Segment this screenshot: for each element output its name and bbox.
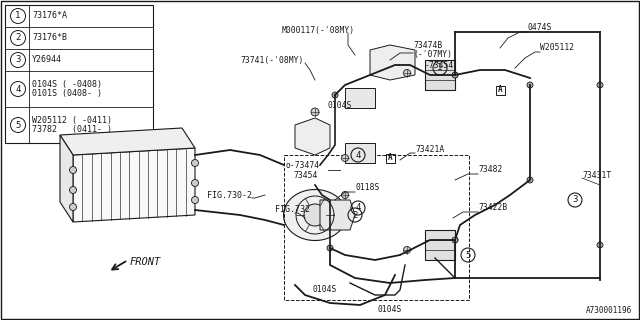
Text: 73422B: 73422B [478, 204, 508, 212]
Polygon shape [60, 135, 73, 222]
Circle shape [342, 191, 349, 198]
Text: (-'07MY): (-'07MY) [413, 51, 452, 60]
Polygon shape [370, 45, 415, 80]
Polygon shape [304, 204, 326, 226]
Text: 0104S: 0104S [378, 306, 402, 315]
Text: FIG.730-2: FIG.730-2 [207, 190, 252, 199]
Text: A730001196: A730001196 [586, 306, 632, 315]
Bar [495, 85, 504, 94]
Text: 0104S: 0104S [313, 285, 337, 294]
Circle shape [403, 69, 410, 76]
Text: 3: 3 [572, 196, 578, 204]
Polygon shape [320, 200, 355, 230]
Text: 0104S: 0104S [328, 100, 353, 109]
Text: 4: 4 [355, 204, 361, 212]
Bar [284, 155, 469, 300]
Text: W205112 ( -0411): W205112 ( -0411) [32, 116, 112, 125]
Circle shape [452, 237, 458, 243]
Text: 73782   (0411- ): 73782 (0411- ) [32, 125, 112, 134]
Circle shape [332, 92, 338, 98]
Circle shape [527, 82, 533, 88]
Circle shape [70, 187, 77, 194]
Bar [425, 60, 455, 90]
Text: 4: 4 [15, 84, 20, 93]
Circle shape [327, 245, 333, 251]
Bar [425, 230, 455, 260]
Text: 5: 5 [465, 251, 470, 260]
Text: W205112: W205112 [540, 44, 574, 52]
Circle shape [191, 180, 198, 187]
Text: o-73474: o-73474 [285, 161, 319, 170]
Circle shape [191, 196, 198, 204]
Bar [345, 143, 375, 163]
Text: FRONT: FRONT [130, 257, 161, 267]
Polygon shape [60, 128, 195, 155]
Text: Y26944: Y26944 [32, 55, 62, 65]
Text: 0474S: 0474S [527, 23, 552, 33]
Text: 0104S ( -0408): 0104S ( -0408) [32, 80, 102, 89]
Bar [5, 5, 153, 143]
Text: 73176*B: 73176*B [32, 34, 67, 43]
Text: 3: 3 [15, 55, 20, 65]
Text: 73741(-'08MY): 73741(-'08MY) [240, 55, 303, 65]
Circle shape [452, 237, 458, 243]
Circle shape [452, 72, 458, 78]
Text: 73482: 73482 [478, 165, 502, 174]
Circle shape [597, 82, 603, 88]
Circle shape [342, 155, 349, 162]
Bar [345, 88, 375, 108]
Circle shape [311, 108, 319, 116]
Text: 0101S (0408- ): 0101S (0408- ) [32, 89, 102, 98]
Circle shape [191, 159, 198, 166]
Text: A: A [498, 85, 502, 94]
Text: 0118S: 0118S [355, 183, 380, 193]
Text: -73454: -73454 [425, 61, 454, 70]
Text: 1: 1 [437, 63, 443, 73]
Text: 5: 5 [15, 121, 20, 130]
Circle shape [597, 242, 603, 248]
Polygon shape [284, 189, 346, 241]
Text: M000117(-'08MY): M000117(-'08MY) [282, 26, 355, 35]
Text: 73474B: 73474B [413, 41, 442, 50]
Circle shape [70, 204, 77, 211]
Circle shape [527, 177, 533, 183]
Text: 73176*A: 73176*A [32, 12, 67, 20]
Text: 4: 4 [355, 150, 361, 159]
Text: 2: 2 [352, 211, 358, 220]
Text: A: A [388, 154, 392, 163]
Text: 1: 1 [15, 12, 20, 20]
Circle shape [70, 166, 77, 173]
Polygon shape [73, 148, 195, 222]
Text: FIG.732: FIG.732 [275, 205, 310, 214]
Text: 2: 2 [15, 34, 20, 43]
Circle shape [403, 246, 410, 253]
Text: 73454: 73454 [293, 171, 317, 180]
Circle shape [452, 72, 458, 78]
Polygon shape [295, 118, 330, 155]
Bar [385, 154, 394, 163]
Text: 73431T: 73431T [582, 171, 611, 180]
Text: 73421A: 73421A [415, 146, 444, 155]
